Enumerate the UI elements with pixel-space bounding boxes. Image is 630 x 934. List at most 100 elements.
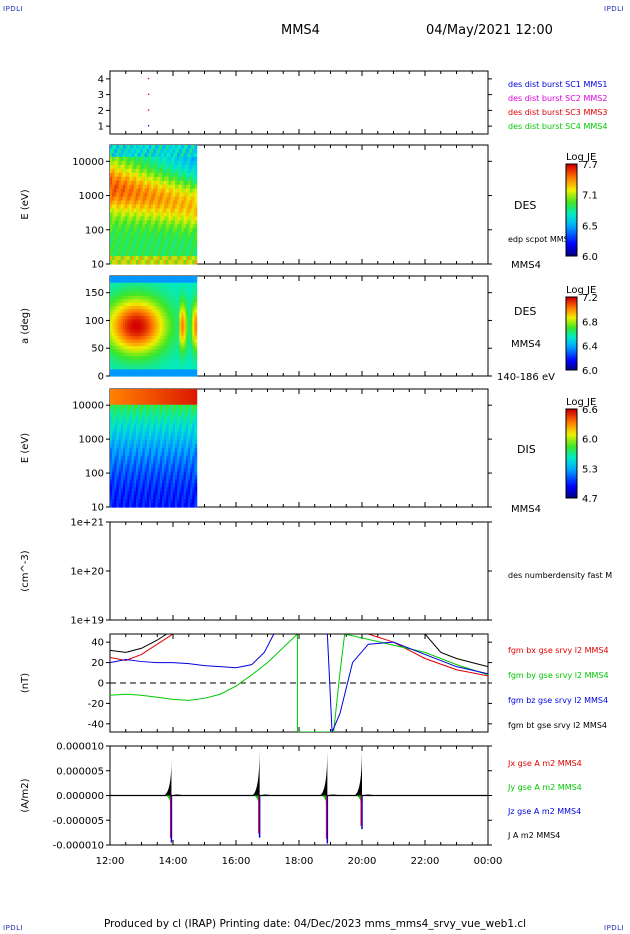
panel2-cell <box>166 208 170 214</box>
panel4-cell <box>157 463 161 469</box>
panel4-cell <box>112 440 115 445</box>
panel3-cell <box>179 352 183 357</box>
panel3-ytick-label: 150 <box>85 288 104 299</box>
panel4-cell <box>181 400 185 406</box>
panel2-cell <box>125 236 128 241</box>
panel3-cell <box>129 349 133 354</box>
panel3-cell <box>114 282 118 287</box>
panel2-cell <box>144 192 148 198</box>
panel3-cell <box>164 306 167 310</box>
panel2-cell <box>112 248 115 253</box>
panel3-cell <box>192 276 196 280</box>
panel2-cell <box>155 240 159 245</box>
panel2-cell <box>177 212 180 217</box>
panel3-cell <box>135 326 139 330</box>
panel4-cell <box>161 459 165 465</box>
panel4-cell <box>185 424 189 429</box>
panel3-cell <box>151 309 154 314</box>
panel2-cell <box>187 224 191 229</box>
panel2-cell <box>194 172 198 178</box>
panel4-cell <box>170 479 174 484</box>
panel3-cell <box>159 282 163 287</box>
panel4-cell <box>120 440 124 445</box>
panel2-cell <box>112 212 115 217</box>
panel3-cell <box>153 316 157 320</box>
panel4-cell <box>192 459 196 465</box>
panel4-cell <box>161 491 165 496</box>
panel4-cell <box>179 416 183 422</box>
panel3-cell <box>135 336 139 340</box>
panel3-cell <box>159 309 163 314</box>
panel2-cell <box>172 196 176 202</box>
panel2-cell <box>187 236 191 241</box>
panel3-cell <box>157 282 161 287</box>
panel4-cell <box>194 471 198 477</box>
panel4-cell <box>110 444 113 449</box>
panel4-cell <box>131 448 135 453</box>
panel3-cell <box>174 342 178 347</box>
panel2-cell <box>148 184 152 190</box>
panel3-cell <box>155 276 159 280</box>
panel2-cell <box>161 184 165 190</box>
panel3-cell <box>151 342 154 347</box>
panel4-cell <box>138 396 141 402</box>
panel3-cell <box>138 329 141 334</box>
panel7-legend-entry: Jy gse A m2 MMS4 <box>507 783 582 792</box>
panel4-cell <box>181 396 185 402</box>
panel4-cell <box>168 424 172 429</box>
panel3-cell <box>174 346 178 350</box>
panel2-cell <box>181 248 185 253</box>
panel4-cell <box>190 404 193 410</box>
panel3-cell <box>110 306 113 310</box>
panel4-cell <box>148 455 152 461</box>
panel4-cell <box>185 432 189 437</box>
panel2-cell <box>183 180 187 186</box>
panel2-cell <box>164 232 167 237</box>
panel3-cell <box>142 349 146 354</box>
panel4-cell <box>110 463 113 469</box>
panel4-cell <box>112 495 115 500</box>
panel4-cell <box>194 436 198 441</box>
panel4-cell <box>133 440 137 445</box>
panel2-cell <box>153 208 157 214</box>
panel3-cell <box>183 326 187 330</box>
panel2-cell <box>155 184 159 190</box>
panel2-cell <box>172 212 176 217</box>
panel4-cell <box>192 420 196 425</box>
panel4-cell <box>185 459 189 465</box>
panel2-cell <box>110 224 113 229</box>
panel4-cell <box>161 455 165 461</box>
panel3-cell <box>135 372 139 377</box>
panel2-cell <box>142 176 146 182</box>
panel4-cell <box>179 467 183 473</box>
panel4-cell <box>135 400 139 406</box>
panel2-cell <box>168 152 172 158</box>
panel3-cell <box>142 312 146 317</box>
panel3-cell <box>133 326 137 330</box>
panel4-cell <box>164 448 167 453</box>
panel2-cell <box>129 156 133 162</box>
panel3-cell <box>168 319 172 324</box>
panel4-cell <box>161 495 165 500</box>
panel4-cell <box>183 396 187 402</box>
x-axis-labels: 12:00 14:00 16:00 18:00 20:00 22:00 00:00 <box>96 856 503 867</box>
panel3-cell <box>116 342 120 347</box>
panel3-cell <box>181 326 185 330</box>
panel3-cell <box>120 349 124 354</box>
panel4-cell <box>179 436 183 441</box>
panel2-cell <box>144 145 148 150</box>
panel3-cell <box>118 326 122 330</box>
panel2-cell <box>127 220 131 225</box>
panel4-cell <box>192 503 196 508</box>
panel3-cell <box>190 349 193 354</box>
panel3-cell <box>194 306 198 310</box>
panel2-cell <box>125 244 128 249</box>
panel4-cell <box>112 444 115 449</box>
panel2-cell <box>190 256 193 261</box>
panel3-cell <box>177 336 180 340</box>
panel4-cell <box>144 420 148 425</box>
panel4-cell <box>170 436 174 441</box>
panel2-cell <box>159 256 163 261</box>
panel4-cell <box>179 389 183 394</box>
panel3-cell <box>192 352 196 357</box>
